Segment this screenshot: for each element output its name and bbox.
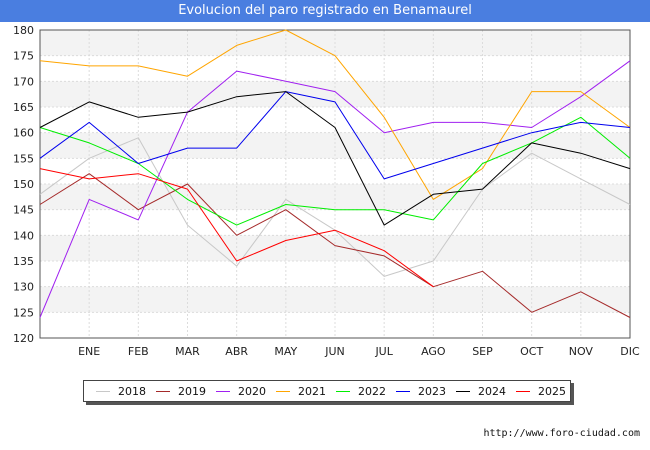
y-tick-label: 150 [13,178,34,191]
x-tick-label: JUN [324,345,345,358]
x-tick-label: ABR [225,345,248,358]
legend-swatch [276,390,290,392]
legend-label: 2019 [178,384,206,398]
y-tick-label: 125 [13,306,34,319]
y-tick-label: 145 [13,204,34,217]
legend-swatch [156,390,170,392]
y-tick-label: 135 [13,255,34,268]
legend-item-2024: 2024 [456,381,506,401]
legend-item-2018: 2018 [96,381,146,401]
x-tick-label: MAY [274,345,297,358]
x-tick-label: ENE [78,345,100,358]
x-tick-label: JUL [374,345,393,358]
source-link[interactable]: http://www.foro-ciudad.com [483,428,640,439]
legend-swatch [96,390,110,392]
y-tick-label: 175 [13,50,34,63]
y-tick-label: 165 [13,101,34,114]
y-tick-label: 155 [13,152,34,165]
legend-swatch [336,390,350,392]
legend-swatch [516,390,530,392]
x-tick-label: FEB [128,345,149,358]
legend-item-2019: 2019 [156,381,206,401]
series-line-2025 [39,168,434,288]
y-tick-label: 180 [13,24,34,37]
legend-item-2021: 2021 [276,381,326,401]
legend-swatch [216,390,230,392]
legend-label: 2024 [478,384,506,398]
series-line-2020 [39,60,631,318]
legend: 2018 2019 2020 2021 2022 2023 2024 2025 [83,380,571,402]
legend-swatch [456,390,470,392]
legend-item-2022: 2022 [336,381,386,401]
y-tick-label: 120 [13,332,34,345]
series-line-2021 [39,29,631,200]
legend-item-2020: 2020 [216,381,266,401]
x-tick-label: MAR [175,345,200,358]
x-tick-label: AGO [421,345,446,358]
legend-label: 2021 [298,384,326,398]
grid-band [40,184,630,210]
plot-frame [39,29,631,339]
legend-label: 2018 [118,384,146,398]
y-tick-label: 170 [13,75,34,88]
y-tick-label: 130 [13,281,34,294]
legend-label: 2020 [238,384,266,398]
series-line-2019 [39,173,631,318]
legend-label: 2023 [418,384,446,398]
legend-item-2023: 2023 [396,381,446,401]
series-line-2023 [39,91,631,180]
legend-label: 2025 [538,384,566,398]
chart-title: Evolucion del paro registrado en Benamau… [0,0,650,22]
x-tick-label: NOV [569,345,594,358]
y-tick-label: 160 [13,127,34,140]
legend-label: 2022 [358,384,386,398]
x-tick-label: DIC [620,345,640,358]
x-tick-label: SEP [472,345,493,358]
series-line-2024 [39,91,631,226]
legend-item-2025: 2025 [516,381,566,401]
legend-swatch [396,390,410,392]
x-tick-label: OCT [520,345,543,358]
y-tick-label: 140 [13,229,34,242]
